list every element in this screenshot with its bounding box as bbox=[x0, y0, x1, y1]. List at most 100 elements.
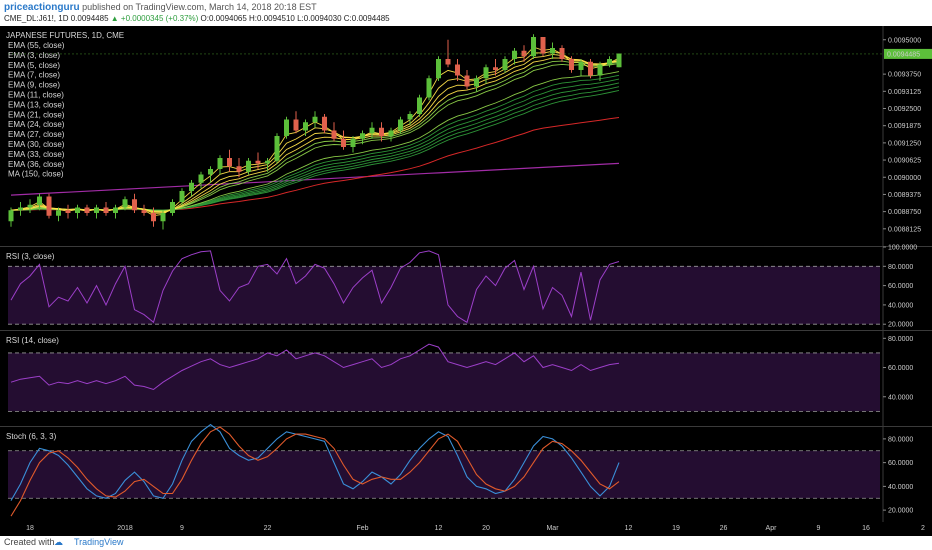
candle bbox=[331, 130, 337, 139]
author-link[interactable]: priceactionguru bbox=[4, 2, 80, 13]
price-tick-label: 0.0090625 bbox=[888, 158, 921, 165]
candle bbox=[569, 59, 574, 70]
stoch-k-line bbox=[10, 423, 620, 501]
legend-item: EMA (3, close) bbox=[8, 51, 60, 60]
price-tick-label: 0.0089375 bbox=[888, 192, 921, 199]
time-tick-label: 2018 bbox=[117, 525, 133, 532]
price-tick-label: 0.0093125 bbox=[888, 89, 921, 96]
ema7-line bbox=[10, 53, 620, 213]
stoch-tick-label: 80.0000 bbox=[888, 436, 913, 443]
candle bbox=[398, 119, 403, 131]
price-change: ▲ +0.0000345 (+0.37%) bbox=[110, 14, 199, 23]
price-tick-label: 0.0090000 bbox=[888, 175, 921, 182]
time-tick-label: 2 bbox=[921, 525, 925, 532]
legend-item: EMA (55, close) bbox=[8, 41, 65, 50]
ma150-line bbox=[10, 162, 620, 196]
ema13-line bbox=[10, 62, 620, 212]
candle bbox=[407, 114, 413, 120]
candle bbox=[559, 48, 565, 59]
rsi3-tick-label: 40.0000 bbox=[888, 302, 913, 309]
chart-svg[interactable]: 0.0095000 0.0093750 0.0093125 0.0092500 0.00… bbox=[0, 26, 932, 536]
candle bbox=[502, 59, 508, 70]
candle bbox=[265, 160, 270, 164]
legend-item: EMA (30, close) bbox=[8, 140, 65, 149]
candle bbox=[426, 78, 432, 98]
legend-item: EMA (5, close) bbox=[8, 61, 60, 70]
time-tick-label: 16 bbox=[862, 525, 870, 532]
footer: Created with ☁ TradingView bbox=[0, 536, 932, 550]
legend-item: EMA (33, close) bbox=[8, 150, 65, 159]
legend-item: EMA (21, close) bbox=[8, 110, 65, 119]
candle bbox=[293, 119, 299, 131]
candle bbox=[208, 169, 213, 175]
candle bbox=[464, 75, 470, 87]
time-tick-label: Mar bbox=[546, 525, 559, 532]
legend-item: EMA (24, close) bbox=[8, 120, 65, 129]
candle bbox=[227, 158, 232, 167]
candle bbox=[597, 64, 603, 76]
candle bbox=[455, 64, 460, 76]
stoch-tick-label: 60.0000 bbox=[888, 460, 913, 467]
candle bbox=[141, 210, 147, 213]
last-price-tag bbox=[884, 48, 932, 59]
rsi3-tick-label: 20.0000 bbox=[888, 322, 913, 329]
candle bbox=[312, 116, 318, 123]
ema21-line bbox=[10, 71, 620, 211]
price-tick-label: 0.0088125 bbox=[888, 226, 921, 233]
ema11-line bbox=[10, 60, 620, 212]
candle bbox=[103, 207, 109, 213]
time-tick-label: 9 bbox=[180, 525, 184, 532]
candle bbox=[75, 207, 80, 213]
last-price-label: 0.0094485 bbox=[887, 52, 920, 59]
time-tick-label: 26 bbox=[720, 525, 728, 532]
legend-item: EMA (27, close) bbox=[8, 130, 65, 139]
stoch-tick-label: 40.0000 bbox=[888, 484, 913, 491]
time-tick-label: 19 bbox=[672, 525, 680, 532]
rsi14-tick-label: 60.0000 bbox=[888, 365, 913, 372]
candle bbox=[122, 199, 128, 208]
time-tick-label: Feb bbox=[356, 525, 368, 532]
candle bbox=[94, 207, 99, 213]
candle bbox=[217, 158, 223, 169]
candle bbox=[493, 67, 498, 70]
candle bbox=[578, 61, 584, 70]
candle bbox=[388, 130, 394, 136]
quote-line: CME_DL:J61!, 1D 0.0094485 ▲ +0.0000345 (… bbox=[4, 14, 390, 23]
candle bbox=[379, 127, 384, 136]
candle bbox=[436, 59, 441, 79]
candle bbox=[540, 37, 546, 54]
symbol-label: CME_DL:J61!, 1D bbox=[4, 14, 69, 23]
candle bbox=[512, 50, 517, 59]
time-tick-label: 18 bbox=[26, 525, 34, 532]
price-tick-label: 0.0088750 bbox=[888, 209, 921, 216]
time-tick-label: 20 bbox=[482, 525, 490, 532]
candle bbox=[236, 166, 242, 172]
time-tick-label: 9 bbox=[817, 525, 821, 532]
candle bbox=[616, 53, 622, 68]
legend-item: EMA (7, close) bbox=[8, 71, 60, 80]
candle bbox=[341, 138, 346, 147]
tradingview-brand[interactable]: TradingView bbox=[74, 537, 124, 547]
rsi3-title: RSI (3, close) bbox=[6, 252, 55, 261]
legend-item: MA (150, close) bbox=[8, 170, 64, 179]
candle bbox=[417, 97, 422, 114]
ema55-line bbox=[11, 117, 620, 211]
chart-title: JAPANESE FUTURES, 1D, CME bbox=[6, 31, 124, 40]
chart-area[interactable]: 0.0095000 0.0093750 0.0093125 0.0092500 0.00… bbox=[0, 26, 932, 536]
candle bbox=[198, 174, 204, 183]
candle bbox=[246, 160, 251, 172]
candle bbox=[46, 196, 52, 216]
ema9-line bbox=[10, 57, 620, 213]
legend-item: EMA (11, close) bbox=[8, 91, 64, 100]
stoch-band bbox=[8, 450, 880, 499]
candle bbox=[588, 61, 593, 76]
candle bbox=[445, 59, 451, 65]
candle bbox=[360, 133, 365, 139]
candle bbox=[322, 116, 327, 131]
rsi14-tick-label: 80.0000 bbox=[888, 336, 913, 343]
published-info: published on TradingView.com, March 14, … bbox=[82, 2, 317, 12]
candle bbox=[474, 78, 479, 87]
candle bbox=[369, 127, 375, 134]
candle bbox=[284, 119, 289, 136]
candle bbox=[179, 191, 185, 202]
